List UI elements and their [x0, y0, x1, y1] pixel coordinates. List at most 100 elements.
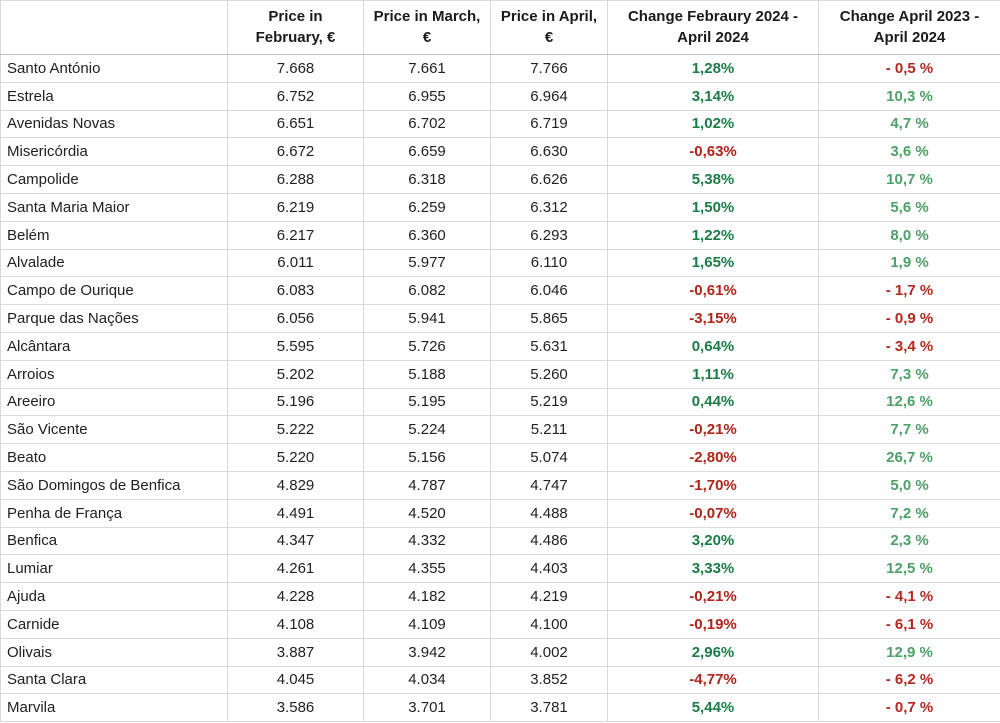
table-row: Avenidas Novas 6.651 6.702 6.719 1,02% 4,7 %: [0, 109, 1000, 139]
table-row: Penha de França 4.491 4.520 4.488 -0,07% 7,2 …: [0, 498, 1000, 528]
table-row: Carnide 4.108 4.109 4.100 -0,19% - 6,1 %: [0, 609, 1000, 639]
price-apr-cell: 6.312: [490, 192, 608, 222]
district-cell: Misericórdia: [0, 137, 228, 167]
district-cell: Marvila: [0, 693, 228, 723]
change-yoy-cell: 8,0 %: [818, 220, 1000, 250]
price-feb-cell: 6.752: [227, 81, 364, 111]
change-mom-cell: 3,14%: [607, 81, 819, 111]
price-feb-cell: 4.347: [227, 526, 364, 556]
table-row: Santo António 7.668 7.661 7.766 1,28% - 0,5 %: [0, 54, 1000, 83]
district-cell: Estrela: [0, 81, 228, 111]
price-apr-cell: 5.211: [490, 415, 608, 445]
change-yoy-cell: - 0,5 %: [818, 54, 1000, 83]
table-row: Ajuda 4.228 4.182 4.219 -0,21% - 4,1 %: [0, 582, 1000, 611]
district-cell: São Vicente: [0, 415, 228, 445]
change-yoy-cell: 1,9 %: [818, 248, 1000, 278]
price-feb-cell: 4.261: [227, 554, 364, 584]
price-apr-cell: 4.486: [490, 526, 608, 556]
table-body: Santo António 7.668 7.661 7.766 1,28% - 0,5 %…: [0, 54, 1000, 723]
table-row: São Domingos de Benfica 4.829 4.787 4.747 -1…: [0, 470, 1000, 500]
price-feb-cell: 4.491: [227, 498, 364, 528]
change-yoy-cell: 10,3 %: [818, 81, 1000, 111]
change-yoy-cell: 10,7 %: [818, 165, 1000, 194]
district-cell: Areeiro: [0, 387, 228, 417]
price-feb-cell: 5.595: [227, 331, 364, 361]
district-cell: Campo de Ourique: [0, 276, 228, 306]
price-feb-cell: 5.202: [227, 359, 364, 389]
price-apr-cell: 5.260: [490, 359, 608, 389]
price-feb-cell: 4.108: [227, 609, 364, 639]
change-yoy-cell: 7,3 %: [818, 359, 1000, 389]
price-apr-cell: 3.781: [490, 693, 608, 723]
price-mar-cell: 6.955: [363, 81, 491, 111]
price-feb-cell: 6.219: [227, 192, 364, 222]
change-yoy-cell: - 0,9 %: [818, 304, 1000, 333]
change-yoy-cell: - 0,7 %: [818, 693, 1000, 723]
district-cell: Carnide: [0, 609, 228, 639]
change-mom-cell: 3,20%: [607, 526, 819, 556]
price-feb-cell: 5.222: [227, 415, 364, 445]
price-mar-cell: 5.726: [363, 331, 491, 361]
change-mom-cell: 1,02%: [607, 109, 819, 139]
header-price-april: Price in April, €: [490, 0, 608, 55]
district-cell: Benfica: [0, 526, 228, 556]
district-cell: Alcântara: [0, 331, 228, 361]
district-cell: Avenidas Novas: [0, 109, 228, 139]
price-mar-cell: 5.224: [363, 415, 491, 445]
change-yoy-cell: 26,7 %: [818, 443, 1000, 472]
table-row: Marvila 3.586 3.701 3.781 5,44% - 0,7 %: [0, 693, 1000, 723]
change-mom-cell: 1,50%: [607, 192, 819, 222]
price-apr-cell: 6.964: [490, 81, 608, 111]
district-cell: Lumiar: [0, 554, 228, 584]
change-yoy-cell: 5,6 %: [818, 192, 1000, 222]
header-change-yoy: Change April 2023 - April 2024: [818, 0, 1000, 55]
price-feb-cell: 7.668: [227, 54, 364, 83]
price-mar-cell: 4.520: [363, 498, 491, 528]
price-feb-cell: 6.651: [227, 109, 364, 139]
change-mom-cell: -1,70%: [607, 470, 819, 500]
price-apr-cell: 6.110: [490, 248, 608, 278]
price-feb-cell: 4.228: [227, 582, 364, 611]
price-mar-cell: 7.661: [363, 54, 491, 83]
price-mar-cell: 6.360: [363, 220, 491, 250]
change-yoy-cell: 12,9 %: [818, 637, 1000, 667]
change-yoy-cell: 2,3 %: [818, 526, 1000, 556]
table-header: Price in February, € Price in March, € P…: [0, 0, 1000, 55]
change-yoy-cell: 7,2 %: [818, 498, 1000, 528]
price-apr-cell: 6.046: [490, 276, 608, 306]
price-mar-cell: 3.701: [363, 693, 491, 723]
header-price-march: Price in March, €: [363, 0, 491, 55]
price-apr-cell: 6.630: [490, 137, 608, 167]
price-apr-cell: 5.631: [490, 331, 608, 361]
change-mom-cell: 5,44%: [607, 693, 819, 723]
change-mom-cell: 2,96%: [607, 637, 819, 667]
district-cell: Santa Clara: [0, 665, 228, 695]
district-cell: Alvalade: [0, 248, 228, 278]
district-cell: Campolide: [0, 165, 228, 194]
change-yoy-cell: 12,5 %: [818, 554, 1000, 584]
district-cell: Parque das Nações: [0, 304, 228, 333]
price-feb-cell: 6.217: [227, 220, 364, 250]
price-apr-cell: 5.219: [490, 387, 608, 417]
price-apr-cell: 3.852: [490, 665, 608, 695]
change-mom-cell: 1,11%: [607, 359, 819, 389]
table-row: Estrela 6.752 6.955 6.964 3,14% 10,3 %: [0, 81, 1000, 111]
district-cell: Beato: [0, 443, 228, 472]
price-mar-cell: 3.942: [363, 637, 491, 667]
price-mar-cell: 4.182: [363, 582, 491, 611]
price-mar-cell: 6.659: [363, 137, 491, 167]
price-mar-cell: 6.082: [363, 276, 491, 306]
table-row: Lumiar 4.261 4.355 4.403 3,33% 12,5 %: [0, 554, 1000, 584]
price-feb-cell: 6.288: [227, 165, 364, 194]
price-mar-cell: 4.787: [363, 470, 491, 500]
price-apr-cell: 5.074: [490, 443, 608, 472]
table-row: Alvalade 6.011 5.977 6.110 1,65% 1,9 %: [0, 248, 1000, 278]
table-row: Campo de Ourique 6.083 6.082 6.046 -0,61% - 1…: [0, 276, 1000, 306]
change-mom-cell: 1,22%: [607, 220, 819, 250]
change-yoy-cell: 4,7 %: [818, 109, 1000, 139]
change-mom-cell: 0,64%: [607, 331, 819, 361]
price-feb-cell: 6.011: [227, 248, 364, 278]
district-cell: Santo António: [0, 54, 228, 83]
